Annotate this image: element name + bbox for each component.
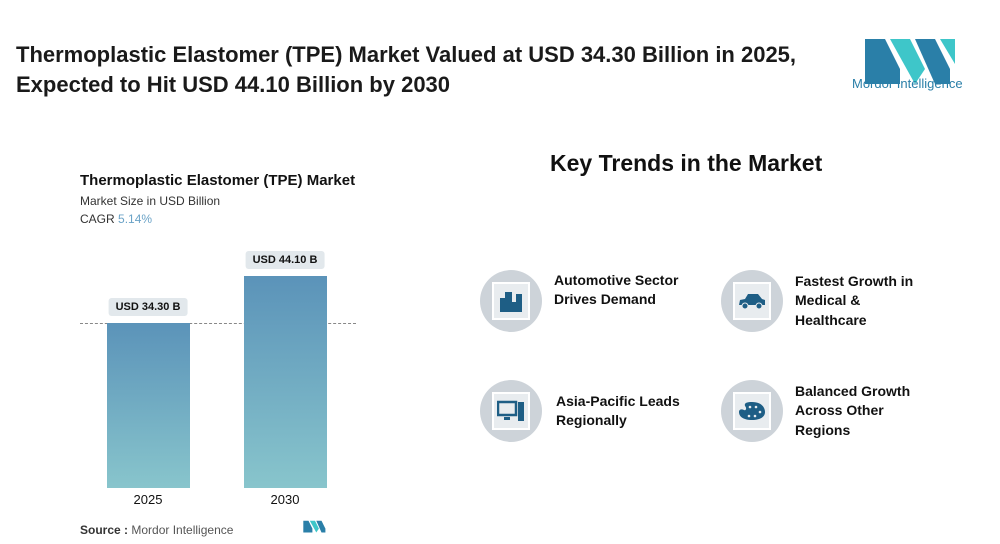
small-logo-icon xyxy=(303,520,326,533)
source-label: Source : xyxy=(80,523,129,537)
bar-2030 xyxy=(243,276,327,488)
bar-2025 xyxy=(106,323,190,488)
source: Source : Mordor Intelligence xyxy=(80,523,233,537)
source-value: Mordor Intelligence xyxy=(131,523,234,537)
data-label: USD 44.10 B xyxy=(245,251,325,269)
car-icon xyxy=(739,294,765,310)
trend-item: Asia-Pacific Leads Regionally xyxy=(480,380,696,442)
trend-label: Fastest Growth in Medical & Healthcare xyxy=(795,272,914,328)
cagr-value: 5.14% xyxy=(118,212,153,226)
x-tick-label: 2025 xyxy=(133,492,163,507)
buildings-icon xyxy=(500,292,522,312)
trend-label: Automotive Sector Drives Demand xyxy=(554,271,679,308)
trend-item: Balanced Growth Across Other Regions xyxy=(721,380,935,442)
cagr-label: CAGR xyxy=(80,212,115,226)
trend-item: Fastest Growth in Medical & Healthcare xyxy=(721,270,935,332)
palette-icon xyxy=(739,402,765,420)
x-tick-label: 2030 xyxy=(270,492,300,507)
trend-label: Asia-Pacific Leads Regionally xyxy=(556,392,680,429)
page-title: Thermoplastic Elastomer (TPE) Market Val… xyxy=(16,42,797,97)
chart-title: Thermoplastic Elastomer (TPE) Market xyxy=(80,172,356,189)
trend-label: Balanced Growth Across Other Regions xyxy=(795,382,911,438)
mordor-logo xyxy=(865,39,955,84)
logo-text: Mordor Intelligence xyxy=(852,76,963,91)
trend-item: Automotive Sector Drives Demand xyxy=(480,270,694,332)
reference-line xyxy=(80,323,356,324)
chart-subtitle: Market Size in USD Billion xyxy=(80,194,221,208)
cagr: CAGR 5.14% xyxy=(80,212,152,226)
data-label: USD 34.30 B xyxy=(108,298,188,317)
computer-icon xyxy=(497,400,524,421)
trends-heading: Key Trends in the Market xyxy=(550,150,823,176)
